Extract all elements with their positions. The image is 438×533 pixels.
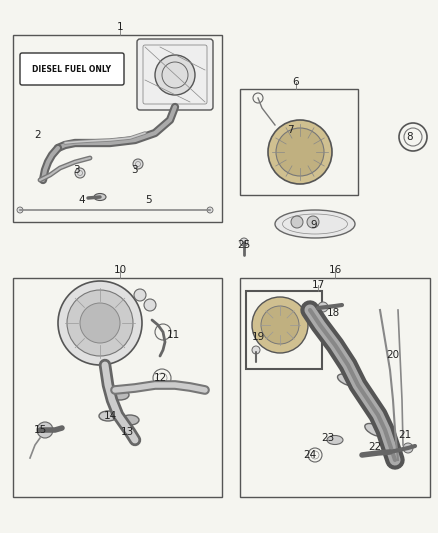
Text: 12: 12 <box>153 373 166 383</box>
Ellipse shape <box>338 374 358 386</box>
Bar <box>13 35 222 222</box>
Text: 13: 13 <box>120 427 134 437</box>
Circle shape <box>207 207 213 213</box>
Circle shape <box>240 238 248 246</box>
Text: 25: 25 <box>237 240 251 250</box>
Text: 21: 21 <box>399 430 412 440</box>
Text: 11: 11 <box>166 330 180 340</box>
Circle shape <box>252 297 308 353</box>
Text: 18: 18 <box>326 308 339 318</box>
Circle shape <box>75 168 85 178</box>
Text: 10: 10 <box>113 265 127 275</box>
Bar <box>246 291 322 369</box>
FancyBboxPatch shape <box>137 39 213 110</box>
Circle shape <box>252 346 260 354</box>
Ellipse shape <box>121 415 139 425</box>
Circle shape <box>291 216 303 228</box>
Ellipse shape <box>111 390 129 400</box>
Text: 1: 1 <box>117 22 124 32</box>
Text: 7: 7 <box>287 125 293 135</box>
Circle shape <box>144 299 156 311</box>
Circle shape <box>268 120 332 184</box>
Circle shape <box>80 303 120 343</box>
Text: 24: 24 <box>304 450 317 460</box>
Text: 23: 23 <box>321 433 335 443</box>
Text: 19: 19 <box>251 332 265 342</box>
Circle shape <box>261 306 299 344</box>
Circle shape <box>276 128 324 176</box>
Circle shape <box>307 216 319 228</box>
Ellipse shape <box>327 435 343 445</box>
Circle shape <box>155 55 195 95</box>
FancyBboxPatch shape <box>20 53 124 85</box>
Text: 5: 5 <box>145 195 151 205</box>
Text: 6: 6 <box>293 77 299 87</box>
Bar <box>240 89 358 195</box>
Text: 4: 4 <box>79 195 85 205</box>
Text: 20: 20 <box>386 350 399 360</box>
Circle shape <box>403 443 413 453</box>
Ellipse shape <box>99 411 117 421</box>
Circle shape <box>133 159 143 169</box>
Text: 17: 17 <box>311 280 325 290</box>
Bar <box>13 278 222 497</box>
Text: 16: 16 <box>328 265 342 275</box>
Circle shape <box>318 302 328 312</box>
Text: 3: 3 <box>131 165 137 175</box>
Text: 15: 15 <box>33 425 46 435</box>
Text: 22: 22 <box>368 442 381 452</box>
Text: 3: 3 <box>73 165 79 175</box>
Text: 9: 9 <box>311 220 317 230</box>
Circle shape <box>37 422 53 438</box>
Bar <box>240 278 430 497</box>
Text: DIESEL FUEL ONLY: DIESEL FUEL ONLY <box>32 64 112 74</box>
Circle shape <box>134 289 146 301</box>
Ellipse shape <box>94 193 106 200</box>
Circle shape <box>58 281 142 365</box>
Circle shape <box>17 207 23 213</box>
Text: 14: 14 <box>103 411 117 421</box>
Circle shape <box>67 290 133 356</box>
Ellipse shape <box>275 210 355 238</box>
Text: 8: 8 <box>407 132 413 142</box>
Text: 2: 2 <box>35 130 41 140</box>
Ellipse shape <box>365 424 385 437</box>
